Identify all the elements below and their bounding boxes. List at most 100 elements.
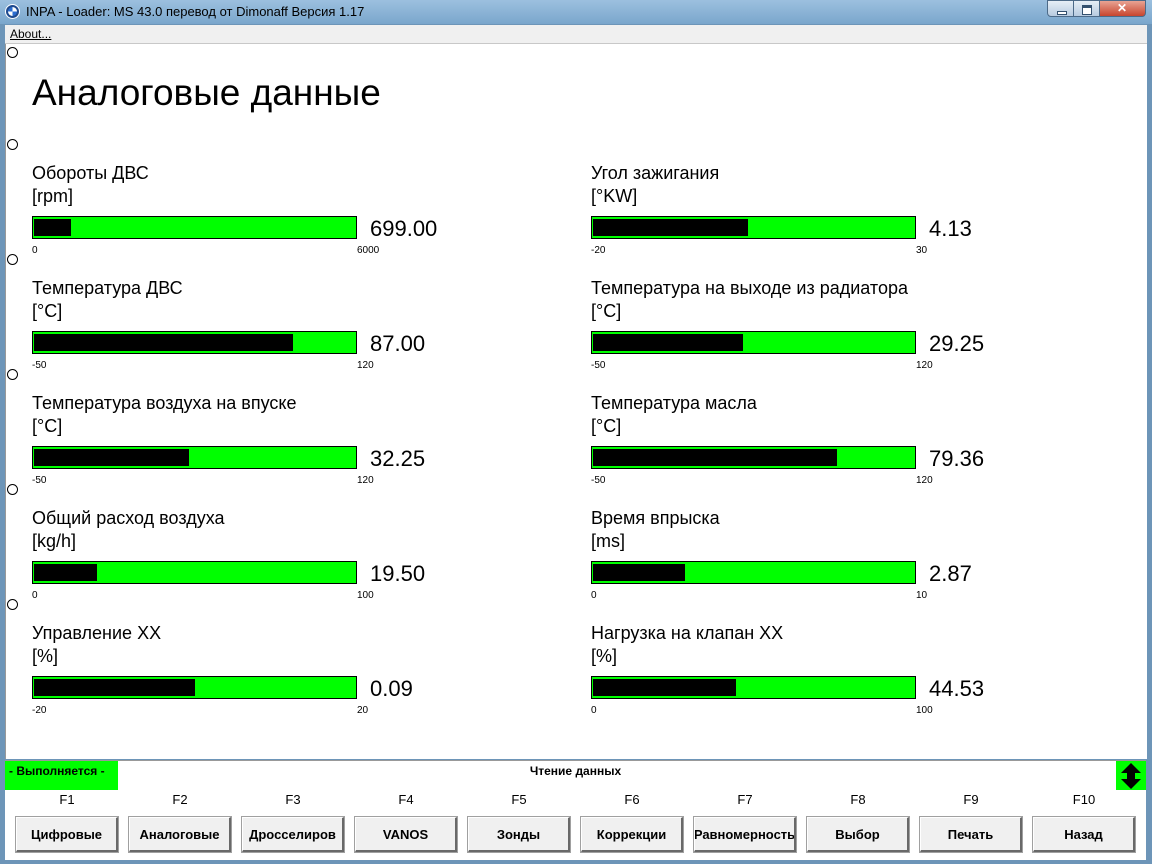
- vanos-button[interactable]: VANOS: [355, 817, 457, 852]
- gauge-unit: [%]: [591, 646, 618, 666]
- fkey-f9: F9 Печать: [920, 790, 1022, 860]
- main-panel: Аналоговые данные Обороты ДВС [rpm] 699.…: [5, 44, 1147, 759]
- menu-bar: About...: [5, 25, 1147, 44]
- gauge-unit: [%]: [32, 646, 59, 666]
- radio-button[interactable]: [7, 254, 18, 265]
- gauge-fill: [34, 679, 195, 696]
- throttle-button[interactable]: Дросселиров: [242, 817, 344, 852]
- gauge-max: 10: [916, 590, 928, 601]
- gauge-intake-air-temp: Температура воздуха на впуске [°C] 32.25…: [32, 393, 492, 493]
- gauge-unit: [°C]: [591, 416, 622, 436]
- gauge-oil-temp: Температура масла [°C] 79.36 -50 120: [591, 393, 1051, 493]
- fkey-f4: F4 VANOS: [355, 790, 457, 860]
- fkey-f8: F8 Выбор: [807, 790, 909, 860]
- gauge-value: 2.87: [929, 561, 972, 586]
- gauge-label: Обороты ДВС: [32, 163, 149, 183]
- fkey-label: F4: [398, 792, 414, 807]
- fkey-label: F10: [1072, 792, 1096, 807]
- back-button[interactable]: Назад: [1033, 817, 1135, 852]
- gauge-min: 0: [32, 245, 38, 256]
- up-down-arrows-icon[interactable]: [1116, 761, 1146, 791]
- gauge-min: -50: [591, 475, 606, 486]
- gauge-value: 699.00: [370, 216, 438, 241]
- gauge-label: Температура ДВС: [32, 278, 183, 298]
- gauge-engine-rpm: Обороты ДВС [rpm] 699.00 0 6000: [32, 163, 492, 263]
- status-running-badge: - Выполняется -: [5, 761, 118, 791]
- probes-button[interactable]: Зонды: [468, 817, 570, 852]
- gauge-idle-valve-load: Нагрузка на клапан XX [%] 44.53 0 100: [591, 623, 1051, 723]
- gauge-bar: [591, 331, 916, 354]
- gauge-bar: [591, 446, 916, 469]
- up-down-arrows-icon-glyph: [1121, 763, 1141, 789]
- gauge-fill: [593, 334, 743, 351]
- print-button[interactable]: Печать: [920, 817, 1022, 852]
- gauge-label: Температура на выходе из радиатора: [591, 278, 908, 298]
- gauge-fill: [34, 219, 71, 236]
- gauge-label: Температура масла: [591, 393, 757, 413]
- gauge-max: 100: [357, 590, 374, 601]
- gauge-total-air-flow: Общий расход воздуха [kg/h] 19.50 0 100: [32, 508, 492, 608]
- title-bar: INPA - Loader: MS 43.0 перевод от Dimona…: [0, 0, 1152, 24]
- fkey-f5: F5 Зонды: [468, 790, 570, 860]
- radio-button[interactable]: [7, 599, 18, 610]
- gauge-idle-control: Управление XX [%] 0.09 -20 20: [32, 623, 492, 723]
- gauge-injection-time: Время впрыска [ms] 2.87 0 10: [591, 508, 1051, 608]
- gauge-fill: [593, 449, 837, 466]
- gauge-min: 0: [32, 590, 38, 601]
- gauge-bar: [32, 216, 357, 239]
- fkey-f2: F2 Аналоговые: [129, 790, 231, 860]
- gauge-min: -20: [591, 245, 606, 256]
- gauge-min: -50: [32, 360, 47, 371]
- gauge-unit: [°C]: [32, 416, 63, 436]
- gauge-label: Время впрыска: [591, 508, 720, 528]
- radio-button[interactable]: [7, 484, 18, 495]
- gauge-engine-temp: Температура ДВС [°C] 87.00 -50 120: [32, 278, 492, 378]
- gauge-max: 120: [916, 475, 933, 486]
- gauge-value: 19.50: [370, 561, 426, 586]
- function-keys-bar: F1 Цифровые F2 Аналоговые F3 Дросселиров…: [5, 790, 1146, 860]
- gauge-min: -50: [32, 475, 47, 486]
- gauge-unit: [°KW]: [591, 186, 638, 206]
- gauge-unit: [kg/h]: [32, 531, 77, 551]
- radio-button[interactable]: [7, 369, 18, 380]
- gauge-bar: [32, 331, 357, 354]
- gauge-value: 79.36: [929, 446, 985, 471]
- gauge-fill: [34, 334, 293, 351]
- radio-button[interactable]: [7, 139, 18, 150]
- gauge-unit: [ms]: [591, 531, 625, 551]
- corrections-button[interactable]: Коррекции: [581, 817, 683, 852]
- gauge-value: 29.25: [929, 331, 985, 356]
- gauge-fill: [34, 564, 97, 581]
- gauge-radiator-outlet-temp: Температура на выходе из радиатора [°C] …: [591, 278, 1051, 378]
- digital-button[interactable]: Цифровые: [16, 817, 118, 852]
- bmw-logo-icon[interactable]: [5, 4, 20, 19]
- gauge-bar: [32, 446, 357, 469]
- gauge-bar: [591, 561, 916, 584]
- select-button[interactable]: Выбор: [807, 817, 909, 852]
- menu-about[interactable]: About...: [10, 27, 52, 41]
- status-message: Чтение данных: [529, 764, 622, 778]
- radio-button[interactable]: [7, 47, 18, 58]
- minimize-button[interactable]: [1047, 0, 1074, 17]
- close-button[interactable]: [1099, 0, 1146, 17]
- uniformity-button[interactable]: Равномерность: [694, 817, 796, 852]
- window-title: INPA - Loader: MS 43.0 перевод от Dimona…: [26, 4, 365, 19]
- fkey-f7: F7 Равномерность: [694, 790, 796, 860]
- fkey-label: F9: [963, 792, 979, 807]
- fkey-label: F7: [737, 792, 753, 807]
- maximize-button[interactable]: [1073, 0, 1100, 17]
- gauge-unit: [°C]: [32, 301, 63, 321]
- gauge-min: 0: [591, 705, 597, 716]
- gauge-min: -50: [591, 360, 606, 371]
- gauge-value: 44.53: [929, 676, 985, 701]
- gauge-max: 120: [357, 475, 374, 486]
- gauge-max: 6000: [357, 245, 380, 256]
- gauge-max: 20: [357, 705, 369, 716]
- page-title: Аналоговые данные: [32, 72, 381, 113]
- gauge-value: 32.25: [370, 446, 426, 471]
- gauge-label: Управление XX: [32, 623, 162, 643]
- fkey-label: F6: [624, 792, 640, 807]
- gauge-max: 30: [916, 245, 928, 256]
- analog-button[interactable]: Аналоговые: [129, 817, 231, 852]
- gauge-label: Нагрузка на клапан XX: [591, 623, 784, 643]
